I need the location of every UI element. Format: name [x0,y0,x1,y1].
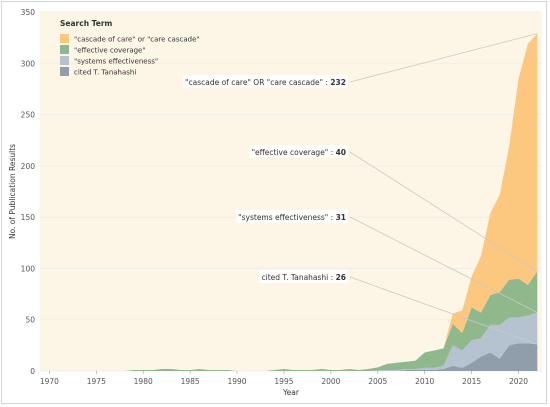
x-tick-label: 1990 [227,377,246,386]
annotation-background [249,145,348,158]
annotation-value: 31 [336,213,346,222]
annotation-label: "systems effectiveness" : [238,213,335,222]
annotation-background [183,75,348,88]
gridlines [40,11,542,372]
y-tick-label: 50 [25,316,35,325]
area-series-0 [40,343,538,371]
annotation-background [259,270,348,283]
legend-swatch [60,67,69,76]
annotation-value: 26 [336,273,346,282]
x-tick-label: 1995 [274,377,293,386]
x-tick-label: 1975 [87,377,106,386]
annotation-text: "cascade of care" OR "care cascade" : 23… [185,78,346,87]
annotation-value: 40 [336,148,346,157]
x-tick-label: 1980 [134,377,153,386]
annotation-text: cited T. Tanahashi : 26 [262,273,346,282]
x-tick-label: 1985 [181,377,200,386]
annotations: "cascade of care" OR "care cascade" : 23… [183,33,538,345]
plot-background [40,12,542,371]
x-axis-title: Year [282,388,300,397]
annotation-text: "systems effectiveness" : 31 [238,213,346,222]
x-tick-label: 2015 [462,377,481,386]
legend-label: cited T. Tanahashi [74,69,136,77]
annotation-leader [349,216,538,313]
legend-swatch [60,56,69,65]
legend-swatch [60,45,69,54]
x-tick-label: 2000 [321,377,340,386]
x-tick-label: 2010 [415,377,434,386]
annotation-text: "effective coverage" : 40 [252,148,346,157]
annotation-leader [349,276,538,345]
y-tick-label: 150 [21,213,36,222]
y-tick-label: 200 [21,162,36,171]
legend-label: "systems effectiveness" [74,58,158,66]
annotation-value: 232 [330,78,346,87]
annotation: "cascade of care" OR "care cascade" : 23… [183,75,348,88]
annotation-background [236,210,348,223]
annotation: cited T. Tanahashi : 26 [259,270,348,283]
legend: Search Term "cascade of care" or "care ca… [60,19,200,77]
annotation-label: "effective coverage" : [252,148,336,157]
annotation-label: cited T. Tanahashi : [262,273,336,282]
legend-label: "cascade of care" or "care cascade" [74,36,200,44]
annotation: "systems effectiveness" : 31 [236,210,348,223]
axes: 0 50 100 150 200 250 300 350 1970 1975 1980 1985 199… [8,8,528,397]
area-series [40,33,538,371]
x-tick-label: 1970 [40,377,59,386]
y-tick-label: 350 [21,8,36,17]
y-axis-title: No. of Publication Results [8,144,17,239]
annotation-leader [349,33,538,83]
annotation-label: "cascade of care" OR "care cascade" : [185,78,330,87]
legend-swatch [60,34,69,43]
legend-label: "effective coverage" [74,47,146,55]
x-tick-label: 2005 [368,377,387,386]
legend-title: Search Term [60,19,113,28]
annotation: "effective coverage" : 40 [249,145,348,158]
x-tick-label: 2020 [509,377,528,386]
y-tick-label: 250 [21,111,36,120]
y-tick-label: 300 [21,59,36,68]
y-tick-label: 100 [21,264,36,273]
y-tick-label: 0 [30,367,35,376]
annotation-leader [349,151,538,272]
